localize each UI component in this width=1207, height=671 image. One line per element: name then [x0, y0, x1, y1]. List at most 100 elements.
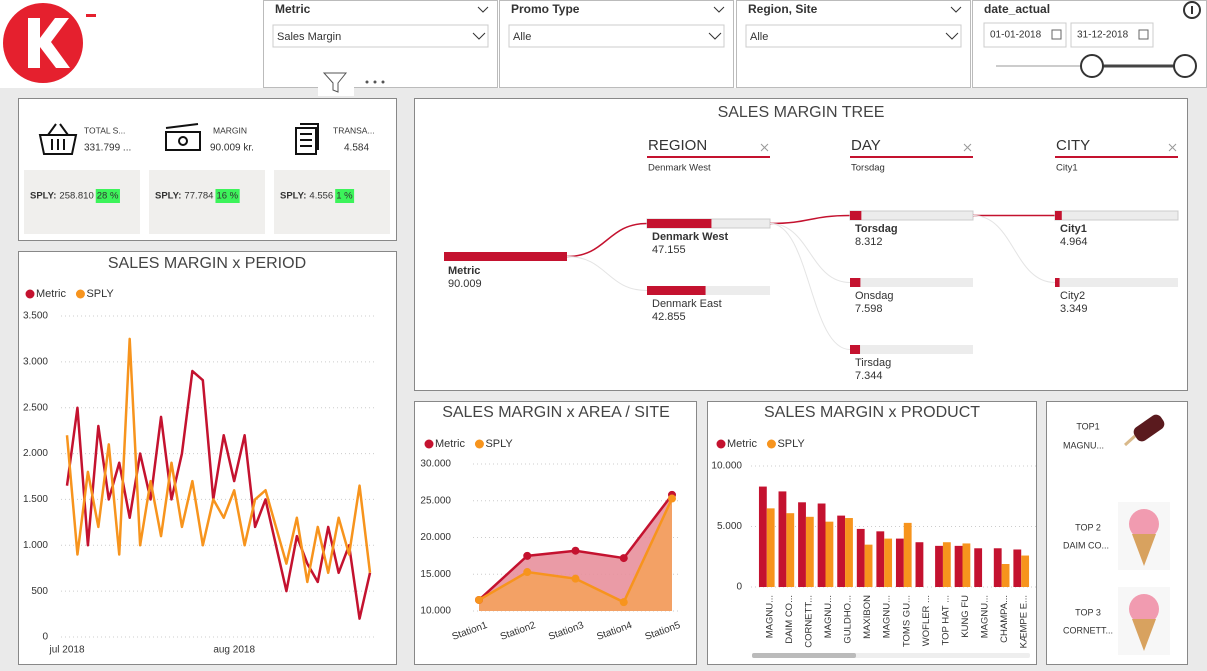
- tree-bar[interactable]: [1055, 278, 1060, 287]
- y-tick-label: 30.000: [420, 459, 451, 470]
- bar[interactable]: [1021, 555, 1030, 587]
- series-line: [65, 337, 372, 584]
- tree-node-value: 7.344: [855, 370, 883, 382]
- bar[interactable]: [974, 548, 983, 587]
- bar[interactable]: [825, 521, 834, 587]
- x-tick-label: KUNG FU: [960, 595, 971, 638]
- calendar-icon: [1138, 29, 1149, 40]
- kpi-label: TOTAL S...: [84, 125, 125, 135]
- legend-label: Metric: [435, 438, 465, 450]
- legend-label: SPLY: [485, 438, 513, 450]
- bar[interactable]: [876, 531, 885, 587]
- tree-level-name: REGION: [648, 137, 707, 154]
- date-slider-handle[interactable]: [1080, 54, 1104, 78]
- x-tick-label: CHAMPA...: [999, 595, 1010, 643]
- series-point[interactable]: [475, 595, 483, 604]
- bar[interactable]: [817, 503, 826, 587]
- kpi-change: 16 %: [216, 191, 238, 202]
- tree-bar[interactable]: [444, 252, 567, 261]
- kpi-sply-value: 258.810: [59, 191, 93, 202]
- dropdown-chevron: [713, 6, 725, 13]
- tree-connector: [566, 222, 648, 258]
- bar[interactable]: [864, 544, 873, 587]
- x-tick-label: jul 2018: [48, 645, 84, 656]
- series-point[interactable]: [668, 494, 676, 503]
- series-area: [479, 498, 672, 611]
- series-point[interactable]: [619, 554, 628, 563]
- kpi-change-bg: [335, 189, 355, 203]
- bar[interactable]: [993, 548, 1002, 587]
- info-icon[interactable]: [1183, 1, 1201, 19]
- tree-level-name: DAY: [851, 137, 881, 154]
- tree-node-label: Denmark West: [652, 231, 729, 243]
- tree-connector: [972, 215, 1056, 283]
- series-point[interactable]: [523, 551, 532, 560]
- bar[interactable]: [805, 516, 814, 587]
- x-tick-label: DAIM CO...: [784, 595, 795, 644]
- bar[interactable]: [758, 486, 767, 587]
- series-point[interactable]: [619, 598, 628, 607]
- filter-dropdown[interactable]: [272, 24, 489, 48]
- bar[interactable]: [1013, 549, 1022, 587]
- tree-level-selected: City1: [1056, 163, 1078, 174]
- bar[interactable]: [935, 545, 943, 587]
- tree-bar[interactable]: [850, 278, 861, 287]
- tree-node-value: 8.312: [855, 236, 883, 248]
- tree-bar[interactable]: [1055, 211, 1062, 220]
- tree-level-name: CITY: [1056, 137, 1090, 154]
- top-name: CORNETT...: [1063, 625, 1113, 635]
- legend-marker: [75, 289, 85, 299]
- bar[interactable]: [856, 528, 865, 587]
- date-value: 01-01-2018: [990, 30, 1042, 41]
- dropdown-chevron: [950, 6, 962, 13]
- series-point[interactable]: [571, 574, 580, 583]
- scrollbar-thumb[interactable]: [752, 653, 856, 658]
- tree-level-close[interactable]: [760, 143, 769, 152]
- date-input[interactable]: [983, 22, 1067, 48]
- bar[interactable]: [942, 542, 951, 587]
- tree-bar[interactable]: [647, 286, 706, 295]
- top-rank: TOP1: [1076, 421, 1099, 431]
- tree-level-close[interactable]: [1168, 143, 1177, 152]
- tree-bar[interactable]: [850, 211, 862, 220]
- bar[interactable]: [837, 515, 846, 587]
- x-tick-label: TOP HAT ...: [940, 595, 951, 646]
- tree-connector: [566, 256, 648, 291]
- filter-dropdown[interactable]: [508, 24, 725, 48]
- bar[interactable]: [962, 543, 971, 587]
- series-point[interactable]: [571, 546, 580, 555]
- tree-bar[interactable]: [647, 219, 712, 228]
- bar[interactable]: [954, 545, 963, 587]
- filter-dropdown[interactable]: [745, 24, 962, 48]
- bar[interactable]: [915, 542, 924, 587]
- tree-node-label: City1: [1060, 223, 1087, 235]
- chart-title: SALES MARGIN x AREA / SITE: [442, 404, 670, 421]
- bar[interactable]: [903, 522, 912, 587]
- kpi-change-bg: [95, 189, 120, 203]
- date-slider-handle[interactable]: [1173, 54, 1197, 78]
- legend-marker: [424, 439, 434, 449]
- tree-bar[interactable]: [850, 345, 861, 354]
- bar[interactable]: [845, 518, 853, 587]
- tree-node-label: Metric: [448, 265, 480, 277]
- x-tick-label: MAGNU...: [764, 595, 775, 638]
- tree-level-close[interactable]: [963, 143, 972, 152]
- bar[interactable]: [778, 491, 787, 587]
- series-point[interactable]: [523, 568, 532, 577]
- tree-node-label: City2: [1060, 290, 1085, 302]
- bar[interactable]: [798, 502, 806, 587]
- legend-marker: [766, 439, 776, 449]
- filter-visual-icon: [318, 70, 385, 96]
- bar[interactable]: [884, 538, 893, 587]
- y-tick-label: 500: [31, 586, 48, 597]
- bar[interactable]: [1001, 564, 1010, 587]
- tree-bar-bg: [647, 286, 770, 295]
- tree-node-value: 90.009: [448, 278, 482, 290]
- kpi-sply-value: 4.556: [309, 191, 333, 202]
- filter-value: Sales Margin: [277, 31, 341, 43]
- bar[interactable]: [786, 513, 795, 587]
- bar[interactable]: [895, 538, 904, 587]
- dropdown-chevron: [477, 6, 489, 13]
- bar[interactable]: [766, 508, 775, 587]
- tree-bar-bg: [1054, 210, 1179, 221]
